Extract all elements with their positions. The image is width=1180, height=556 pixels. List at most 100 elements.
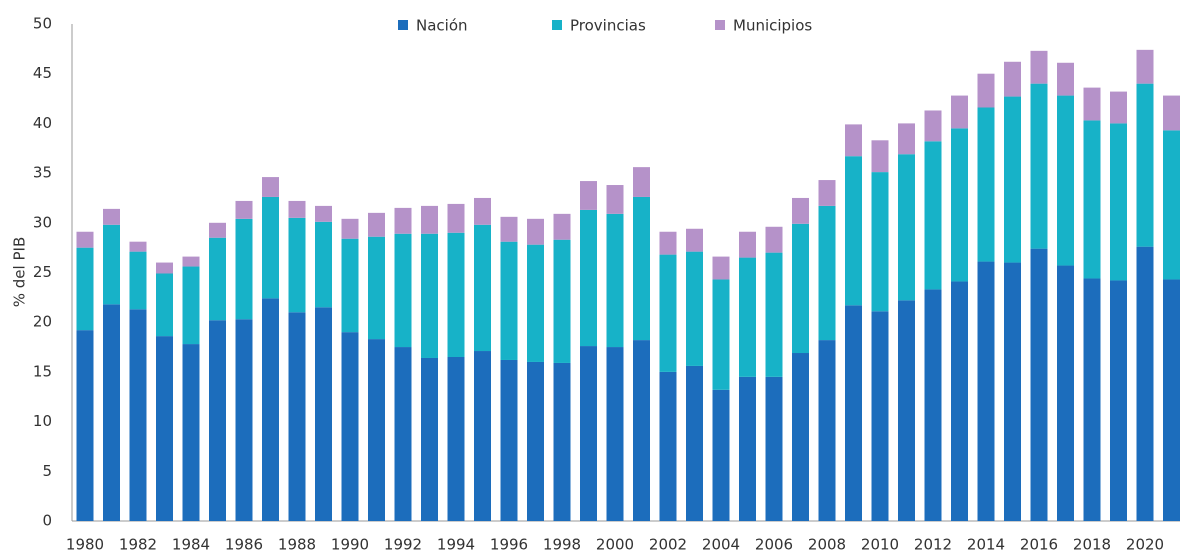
bar-segment: [1163, 95, 1180, 131]
bar-segment: [686, 228, 703, 252]
bar-segment: [818, 340, 836, 521]
bar-segment: [421, 357, 438, 521]
bar-segment: [1136, 246, 1154, 521]
bar-segment: [368, 212, 385, 237]
bar-segment: [659, 371, 677, 521]
x-tick-label: 1982: [119, 536, 157, 554]
bar-segment: [1004, 61, 1021, 97]
bar-segment: [1083, 120, 1101, 279]
x-tick-label: 2004: [702, 536, 740, 554]
bar-segment: [818, 180, 836, 206]
bar-segment: [447, 203, 465, 233]
bar-segment: [633, 340, 650, 521]
bar-segment: [1083, 87, 1101, 121]
bar-segment: [792, 197, 809, 224]
x-tick-label: 2012: [914, 536, 952, 554]
y-tick-label: 15: [33, 362, 52, 380]
bar-segment: [765, 252, 783, 377]
bar-segment: [712, 389, 730, 521]
y-tick-label: 50: [33, 15, 52, 33]
bar-segment: [951, 128, 968, 282]
x-tick-label: 1992: [384, 536, 422, 554]
x-tick-label: 2018: [1073, 536, 1111, 554]
bar-segment: [315, 221, 332, 308]
bar-segment: [500, 359, 518, 521]
bar-segment: [288, 217, 306, 313]
bar-segment: [898, 123, 915, 155]
bar-segment: [924, 141, 942, 290]
bar-segment: [845, 124, 862, 157]
bar-segment: [129, 309, 147, 521]
x-tick-label: 1990: [331, 536, 369, 554]
bar-segment: [977, 73, 995, 108]
bar-segment: [103, 304, 120, 521]
y-tick-label: 5: [42, 462, 52, 480]
y-tick-label: 0: [42, 512, 52, 530]
bar-segment: [209, 222, 226, 238]
legend-label: Nación: [416, 17, 468, 35]
bar-segment: [898, 300, 915, 521]
bar-segment: [871, 172, 889, 312]
bar-segment: [209, 320, 226, 521]
bar-segment: [1136, 83, 1154, 247]
bar-segment: [1163, 130, 1180, 280]
bar-segment: [739, 376, 756, 521]
bar-segment: [1110, 123, 1127, 281]
bar-segment: [527, 361, 544, 521]
bar-segment: [235, 200, 253, 219]
bar-segment: [792, 353, 809, 521]
bar-segment: [447, 356, 465, 521]
bar-segment: [182, 266, 200, 345]
bar-segment: [209, 237, 226, 321]
bar-segment: [1057, 62, 1074, 96]
bar-segment: [977, 261, 995, 521]
bar-segment: [527, 244, 544, 362]
y-tick-label: 30: [33, 213, 52, 231]
x-tick-label: 2016: [1020, 536, 1058, 554]
bar-segment: [739, 257, 756, 377]
bar-segment: [1057, 265, 1074, 521]
bar-segment: [1110, 91, 1127, 124]
bar-segment: [580, 181, 597, 210]
bar-segment: [1136, 49, 1154, 84]
x-tick-label: 2020: [1126, 536, 1164, 554]
x-tick-label: 1986: [225, 536, 263, 554]
bar-segment: [1163, 279, 1180, 521]
legend-label: Provincias: [570, 17, 646, 35]
bar-segment: [871, 311, 889, 521]
bar-segment: [818, 205, 836, 341]
bar-segment: [474, 351, 491, 521]
bar-segment: [262, 177, 279, 197]
y-tick-label: 40: [33, 114, 52, 132]
x-tick-label: 1988: [278, 536, 316, 554]
bar-segment: [156, 336, 173, 521]
bar-segment: [341, 218, 359, 239]
bar-segment: [394, 233, 412, 348]
bar-segment: [235, 218, 253, 320]
bar-segment: [1030, 248, 1048, 522]
legend-swatch: [398, 20, 408, 30]
bar-segment: [659, 231, 677, 255]
bar-segment: [659, 254, 677, 372]
bar-segment: [76, 247, 94, 331]
bar-segment: [712, 279, 730, 390]
bar-segment: [447, 232, 465, 357]
legend-swatch: [552, 20, 562, 30]
bar-segment: [421, 205, 438, 234]
bar-segment: [1030, 83, 1048, 249]
bar-segment: [606, 185, 624, 214]
bar-segment: [606, 213, 624, 348]
bar-segment: [553, 239, 571, 363]
bar-segment: [103, 224, 120, 305]
legend-swatch: [715, 20, 725, 30]
bar-segment: [633, 196, 650, 341]
bar-segment: [182, 344, 200, 521]
bar-segment: [1030, 50, 1048, 84]
bar-segment: [580, 346, 597, 521]
bar-segment: [262, 196, 279, 299]
bar-segment: [103, 208, 120, 225]
bar-segment: [951, 95, 968, 129]
bar-segment: [315, 307, 332, 521]
bar-segment: [156, 273, 173, 337]
